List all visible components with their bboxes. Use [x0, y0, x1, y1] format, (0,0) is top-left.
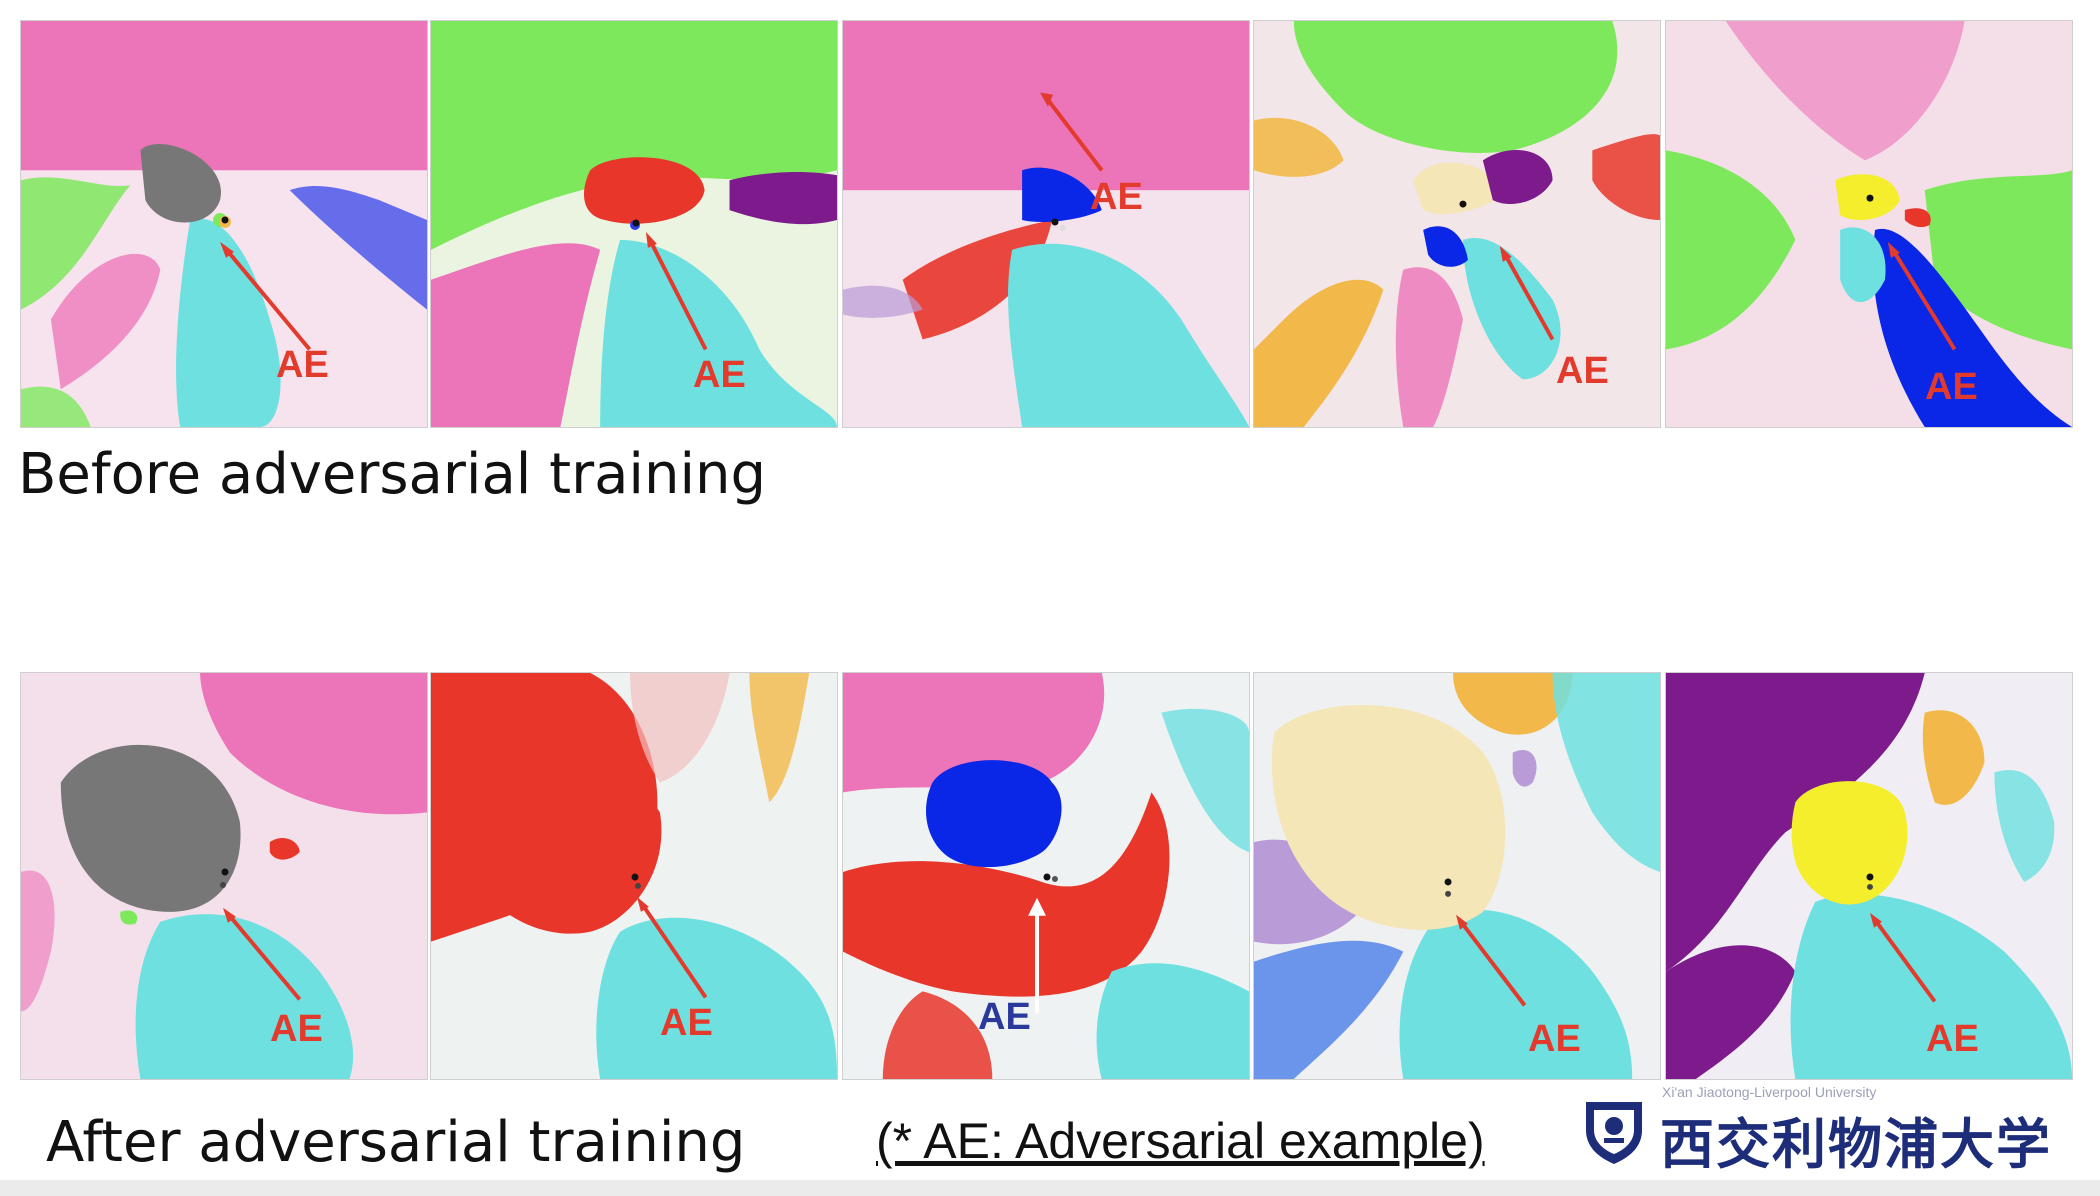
- ae-label-before-1: AE: [276, 344, 329, 387]
- logo-subtitle: Xi'an Jiaotong-Liverpool University: [1662, 1084, 1876, 1100]
- decision-map-after-2: [430, 672, 838, 1080]
- decision-map-before-2: [430, 20, 838, 428]
- ae-label-after-1: AE: [270, 1008, 323, 1051]
- ae-label-after-4: AE: [1528, 1018, 1581, 1061]
- logo-name: 西交利物浦大学: [1660, 1100, 2052, 1179]
- ae-label-before-4: AE: [1556, 350, 1609, 393]
- decision-map-after-3: [842, 672, 1250, 1080]
- ae-label-after-5: AE: [1926, 1018, 1979, 1061]
- shield-icon: [1582, 1096, 1646, 1166]
- decision-map-after-4: [1253, 672, 1661, 1080]
- decision-map-before-5: [1665, 20, 2073, 428]
- ae-label-before-3: AE: [1090, 176, 1143, 219]
- caption-after: After adversarial training: [46, 1110, 745, 1175]
- bottom-strip: [0, 1180, 2100, 1196]
- ae-label-after-2: AE: [660, 1002, 713, 1045]
- footnote: (* AE: Adversarial example): [876, 1112, 1485, 1170]
- caption-before: Before adversarial training: [18, 442, 766, 507]
- decision-map-after-1: [20, 672, 428, 1080]
- ae-label-before-2: AE: [693, 354, 746, 397]
- ae-label-after-3: AE: [978, 996, 1031, 1039]
- decision-map-before-3: [842, 20, 1250, 428]
- decision-map-before-1: [20, 20, 428, 428]
- ae-label-before-5: AE: [1925, 366, 1978, 409]
- decision-map-after-5: [1665, 672, 2073, 1080]
- university-logo: Xi'an Jiaotong-Liverpool University 西交利物…: [1582, 1088, 2002, 1168]
